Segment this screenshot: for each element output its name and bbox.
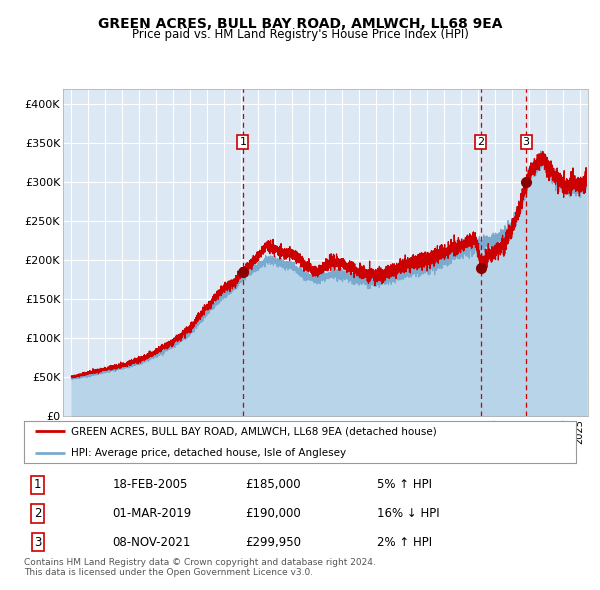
Text: 1: 1 (239, 136, 247, 146)
Text: 08-NOV-2021: 08-NOV-2021 (112, 536, 191, 549)
Text: 16% ↓ HPI: 16% ↓ HPI (377, 507, 440, 520)
Text: 2: 2 (34, 507, 41, 520)
Text: £299,950: £299,950 (245, 536, 301, 549)
Text: 2: 2 (477, 136, 484, 146)
Text: GREEN ACRES, BULL BAY ROAD, AMLWCH, LL68 9EA (detached house): GREEN ACRES, BULL BAY ROAD, AMLWCH, LL68… (71, 427, 437, 436)
Text: 5% ↑ HPI: 5% ↑ HPI (377, 478, 432, 491)
Text: £185,000: £185,000 (245, 478, 301, 491)
Text: 2% ↑ HPI: 2% ↑ HPI (377, 536, 433, 549)
Text: GREEN ACRES, BULL BAY ROAD, AMLWCH, LL68 9EA: GREEN ACRES, BULL BAY ROAD, AMLWCH, LL68… (98, 17, 502, 31)
Text: 3: 3 (34, 536, 41, 549)
Text: 1: 1 (34, 478, 41, 491)
Text: HPI: Average price, detached house, Isle of Anglesey: HPI: Average price, detached house, Isle… (71, 448, 346, 457)
Text: £190,000: £190,000 (245, 507, 301, 520)
Text: 18-FEB-2005: 18-FEB-2005 (112, 478, 188, 491)
Text: Contains HM Land Registry data © Crown copyright and database right 2024.
This d: Contains HM Land Registry data © Crown c… (24, 558, 376, 577)
Text: Price paid vs. HM Land Registry's House Price Index (HPI): Price paid vs. HM Land Registry's House … (131, 28, 469, 41)
Text: 01-MAR-2019: 01-MAR-2019 (112, 507, 191, 520)
Text: 3: 3 (523, 136, 530, 146)
